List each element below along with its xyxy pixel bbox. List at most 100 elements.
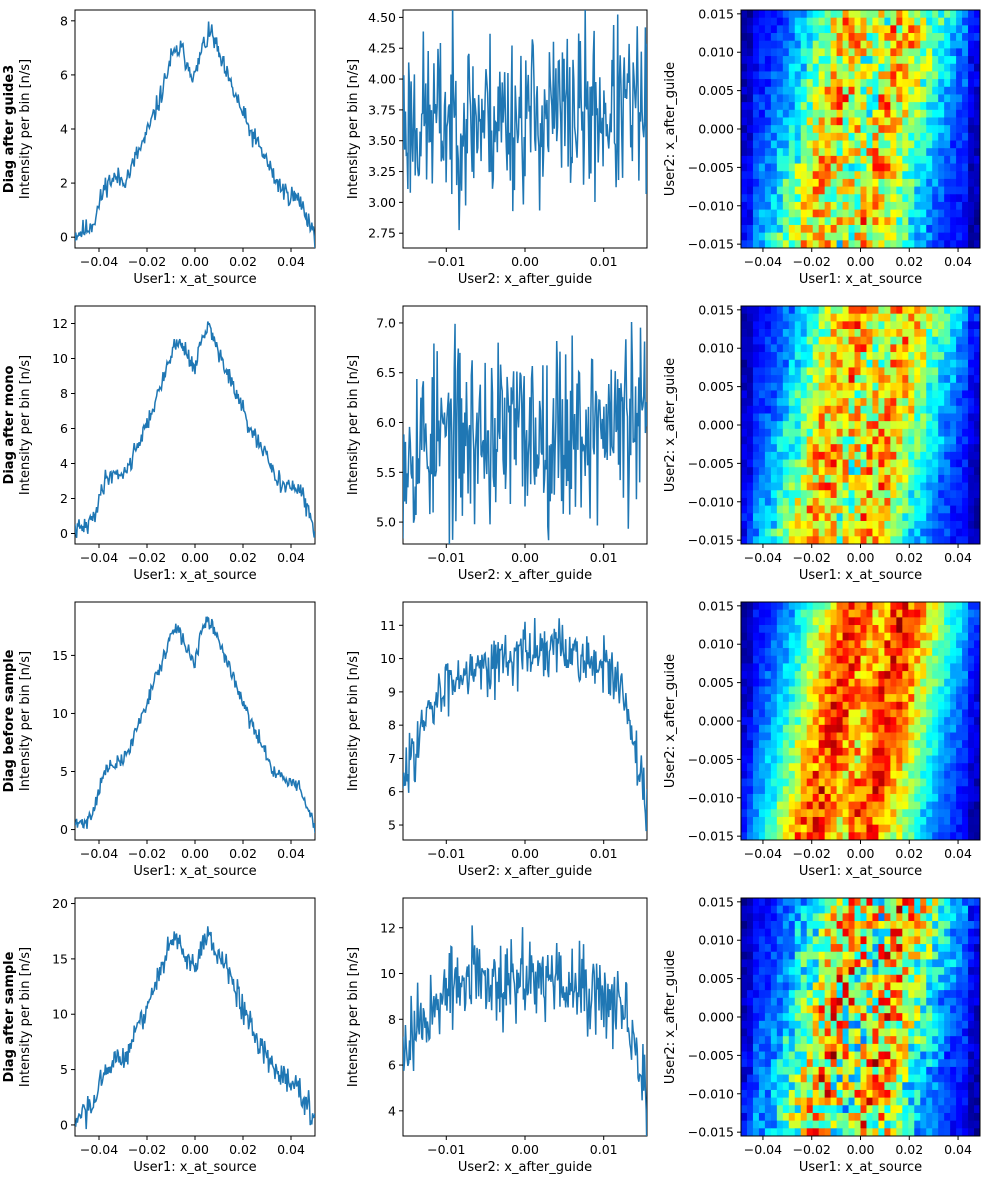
panel-r3-heatmap-cell: [836, 602, 843, 611]
panel-r4-heatmap-cell: [896, 951, 903, 960]
panel-r4-heatmap-cell: [860, 1013, 867, 1022]
panel-r3-heatmap-cell: [758, 602, 766, 611]
panel-r1-heatmap-cell: [776, 148, 784, 157]
panel-r2-heatmap-cell: [896, 382, 903, 391]
panel-r4-heatmap-cell: [758, 944, 766, 953]
panel-r1-heatmap-cell: [788, 17, 796, 26]
panel-r4-line-x-ytick-label: 0: [60, 1117, 68, 1132]
panel-r2-heatmap-cell: [872, 536, 879, 544]
panel-r3-heatmap-cell: [764, 632, 772, 641]
panel-r1-heatmap-cell: [836, 94, 843, 103]
panel-r2-heatmap-cell: [950, 336, 957, 345]
panel-r3-heatmap-cell: [938, 625, 945, 634]
panel-r1-heatmap-cell: [902, 132, 909, 141]
panel-r4-heatmap-cell: [890, 936, 897, 945]
panel-r4-heatmap-cell: [962, 1020, 969, 1029]
panel-r1-heatmap-cell: [908, 125, 915, 134]
panel-r2-heatmap-cell: [800, 459, 808, 468]
panel-r4-heatmap-cell: [842, 1028, 849, 1037]
panel-r4-heatmap-cell: [950, 1005, 957, 1014]
panel-r2-heatmap-cell: [956, 474, 963, 483]
panel-r2-heatmap-cell: [752, 336, 760, 345]
panel-r4-heatmap-cell: [860, 990, 867, 999]
panel-r2-heatmap-cell: [842, 359, 849, 368]
panel-r1-heatmap-cell: [974, 71, 980, 80]
panel-r1-heatmap-cell: [962, 209, 969, 218]
panel-r1-heatmap-cell: [788, 209, 796, 218]
panel-r1-heatmap-cell: [974, 224, 980, 234]
panel-r2-heatmap-cell: [908, 497, 915, 507]
panel-r3-heatmap-cell: [926, 770, 933, 779]
panel-r3-heatmap-cell: [746, 793, 754, 803]
panel-r4-heatmap-cell: [878, 905, 885, 914]
panel-r3-heatmap-cell: [812, 832, 820, 840]
panel-r3-heatmap-cell: [884, 648, 891, 657]
panel-r2-heatmap-cell: [878, 474, 885, 483]
panel-r1-heatmap-cell: [806, 125, 814, 134]
panel-r2-heatmap-cell: [890, 421, 897, 430]
panel-r1-heatmap-cell: [812, 109, 820, 118]
panel-r2-heatmap-cell: [842, 490, 849, 499]
panel-r1-heatmap-cell: [878, 33, 885, 42]
panel-r3-heatmap-cell: [854, 686, 861, 695]
panel-r2-heatmap-cell: [872, 505, 879, 514]
panel-r2-heatmap-cell: [920, 459, 927, 468]
panel-r1-heatmap-cell: [812, 40, 820, 49]
panel-r4-heatmap-cell: [770, 959, 778, 968]
panel-r2-heatmap-cell: [866, 313, 873, 322]
panel-r2-heatmap-cell: [746, 382, 754, 391]
panel-r3-heatmap-cell: [884, 632, 891, 641]
panel-r1-heatmap-cell: [884, 240, 891, 248]
panel-r4-heatmap-cell: [758, 959, 766, 968]
panel-r3-heatmap-cell: [800, 832, 808, 840]
panel-r2-heatmap-cell: [878, 359, 885, 368]
panel-r1-heatmap-cell: [782, 48, 790, 57]
panel-r1-heatmap-cell: [908, 163, 915, 172]
panel-r2-heatmap-cell: [842, 536, 849, 544]
panel-r1-heatmap-cell: [944, 33, 951, 42]
panel-r2-heatmap-cell: [896, 329, 903, 338]
panel-r4-heatmap-cell: [746, 959, 754, 968]
panel-r2-heatmap-cell: [854, 444, 861, 453]
panel-r4-heatmap-cell: [920, 1074, 927, 1083]
panel-r2-heatmap-cell: [770, 390, 778, 399]
panel-r3-heatmap-cell: [896, 801, 903, 810]
panel-r1-heatmap-cell: [896, 224, 903, 234]
panel-r3-heatmap-cell: [956, 663, 963, 672]
panel-r4-heatmap-cell: [968, 959, 975, 968]
panel-r2-heatmap-cell: [824, 313, 832, 322]
panel-r3-heatmap-cell: [908, 816, 915, 826]
panel-r2-heatmap-cell: [770, 505, 778, 514]
panel-r3-heatmap-cell: [836, 625, 843, 634]
panel-r2-heatmap-cell: [788, 321, 796, 330]
panel-r3-heatmap-cell: [878, 632, 885, 641]
panel-r4-heatmap-cell: [920, 944, 927, 953]
panel-r2-heatmap-cell: [968, 359, 975, 368]
panel-r4-heatmap-cell: [842, 928, 849, 937]
panel-r2-heatmap-cell: [776, 436, 784, 445]
panel-r4-heatmap-cell: [932, 951, 939, 960]
panel-r3-heatmap-cell: [741, 778, 748, 787]
panel-r1-heatmap-cell: [944, 163, 951, 172]
panel-r1-heatmap-cell: [764, 48, 772, 57]
panel-r1-heatmap-cell: [848, 117, 855, 126]
panel-r4-heatmap-cell: [830, 967, 838, 976]
panel-r4-heatmap-cell: [752, 990, 760, 999]
panel-r1-heatmap-cell: [800, 240, 808, 248]
panel-r1-heatmap-cell: [818, 240, 826, 248]
panel-r3-heatmap-cell: [764, 793, 772, 803]
panel-r4-heatmap-cell: [830, 974, 838, 983]
panel-r2-heatmap-cell: [758, 405, 766, 414]
panel-r4-heatmap-cell: [914, 1036, 921, 1045]
panel-r3-heatmap-cell: [770, 694, 778, 703]
panel-r3-heatmap-cell: [800, 617, 808, 626]
panel-r2-heatmap-cell: [806, 444, 814, 453]
panel-r1-heatmap-cell: [818, 48, 826, 57]
panel-r1-heatmap-cell: [741, 240, 748, 248]
panel-r1-line-y-xtick-label: 0.01: [590, 254, 618, 269]
panel-r4-heatmap-cell: [872, 1043, 879, 1052]
panel-r4-heatmap-cell: [932, 905, 939, 914]
panel-r2-heatmap-cell: [770, 467, 778, 476]
panel-r4-heatmap-cell: [914, 905, 921, 914]
panel-r1-heatmap-cell: [866, 63, 873, 72]
